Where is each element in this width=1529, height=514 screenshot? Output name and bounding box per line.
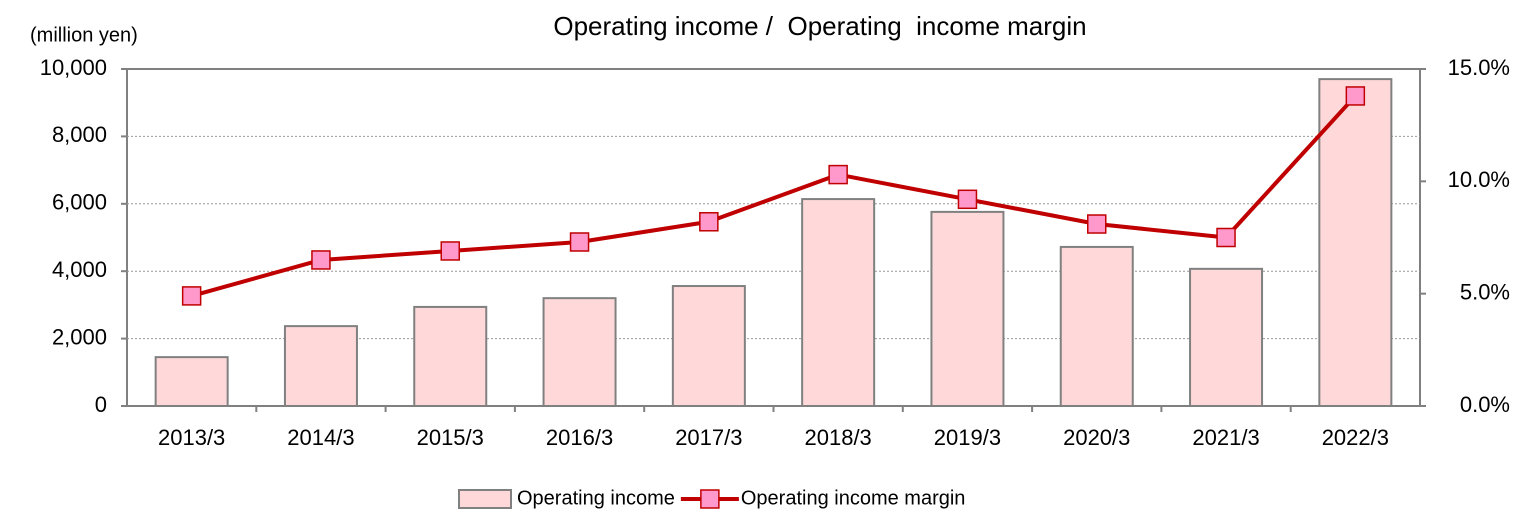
y2-tick-label: 0.0% — [1460, 392, 1510, 417]
legend-swatch — [700, 489, 720, 509]
bar — [930, 210, 1005, 407]
x-tick-label: 2016/3 — [546, 425, 613, 450]
x-tick-label: 2017/3 — [675, 425, 742, 450]
marker — [699, 212, 719, 232]
bar — [671, 285, 746, 408]
x-tick-label: 2021/3 — [1192, 425, 1259, 450]
y2-tick-label: 5.0% — [1460, 279, 1510, 304]
x-tick-label: 2019/3 — [934, 425, 1001, 450]
y-tick-label: 6,000 — [52, 190, 107, 215]
y2-tick-label: 15.0% — [1448, 55, 1510, 80]
bar — [154, 356, 229, 408]
bar — [1189, 267, 1264, 407]
bar — [283, 325, 358, 408]
x-tick-label: 2015/3 — [417, 425, 484, 450]
y-tick-label: 0 — [95, 392, 107, 417]
marker — [828, 164, 848, 185]
bar — [413, 305, 488, 407]
x-tick-label: 2018/3 — [805, 425, 872, 450]
bar — [1059, 245, 1134, 407]
legend-label: Operating income — [517, 487, 675, 509]
marker — [181, 286, 202, 306]
legend-swatch — [458, 489, 512, 509]
marker — [440, 241, 460, 261]
y-tick-label: 8,000 — [52, 122, 107, 147]
y2-tick-label: 10.0% — [1448, 167, 1510, 192]
legend-label: Operating income margin — [741, 487, 966, 509]
marker — [311, 250, 331, 270]
y-axis-label: (million yen) — [30, 24, 138, 46]
x-tick-label: 2013/3 — [158, 425, 225, 450]
bar — [1318, 78, 1393, 408]
x-tick-label: 2022/3 — [1322, 425, 1389, 450]
bar — [542, 297, 617, 407]
x-tick-label: 2014/3 — [287, 425, 354, 450]
marker — [569, 232, 590, 252]
y-tick-label: 4,000 — [52, 257, 107, 282]
y-tick-label: 10,000 — [40, 55, 107, 80]
marker — [957, 189, 978, 210]
x-tick-label: 2020/3 — [1063, 425, 1130, 450]
marker — [1087, 214, 1107, 234]
line — [191, 94, 1357, 298]
marker — [1345, 86, 1366, 106]
bar — [801, 198, 876, 407]
marker — [1216, 227, 1236, 248]
y-tick-label: 2,000 — [52, 324, 107, 349]
chart-title: Operating income / Operating income marg… — [553, 11, 1086, 41]
